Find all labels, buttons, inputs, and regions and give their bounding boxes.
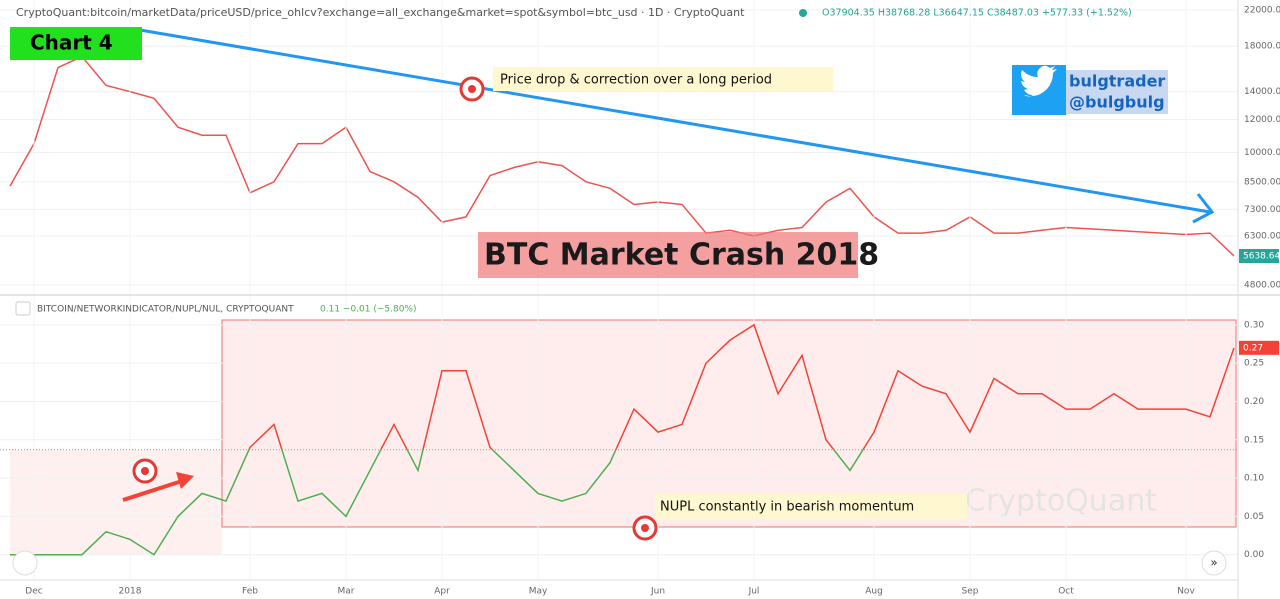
y-tick-label: 7300.00 [1244,205,1280,215]
nupl-line [10,449,864,556]
chart-label-box [10,27,142,60]
note-box [655,494,967,520]
x-tick-label: May [529,587,548,597]
status-dot [799,9,807,17]
last-value-tag [1239,340,1279,355]
twitter-box [1066,70,1168,114]
y-tick-label: 0.30 [1244,320,1264,330]
y-tick-label: 0.20 [1244,397,1264,407]
y-tick-label: 14000.00 [1244,87,1280,97]
target-dot [641,524,649,532]
last-value-label: 5638.64 [1243,251,1280,261]
price-line [9,55,1235,257]
x-tick-label: Aug [865,587,883,597]
y-tick-label: 0.10 [1244,474,1264,484]
logo-button[interactable] [12,550,38,576]
x-tick-label: Mar [338,587,355,597]
scroll-icon: » [1210,556,1217,570]
twitter-name: bulgtrader [1069,72,1165,91]
watermark: CryptoQuant [965,484,1157,519]
x-tick-label: Jul [748,587,760,597]
last-value-label: 0.27 [1243,343,1263,353]
y-tick-label: 0.15 [1244,435,1264,445]
y-tick-label: 0.25 [1244,359,1264,369]
x-tick-label: Apr [434,587,450,597]
target-dot [141,467,149,475]
last-value-tag [1239,248,1279,263]
y-tick-label: 8500.00 [1244,177,1280,187]
twitter-handle: @bulgbulg [1069,93,1165,112]
bearish-zone [221,319,1237,528]
ohlc: O37904.35 H38768.28 L36647.15 C38487.03 … [822,8,1132,19]
scroll-button[interactable] [1201,550,1227,576]
target-dot [468,85,476,93]
y-tick-label: 0.00 [1244,550,1264,560]
x-tick-label: Jun [650,587,665,597]
indicator-title: BITCOIN/NETWORKINDICATOR/NUPL/NUL, CRYPT… [37,305,294,315]
x-tick-label: Sep [962,587,979,597]
note-box [493,67,833,91]
y-tick-label: 4800.00 [1244,281,1280,291]
x-tick-label: Feb [242,587,258,597]
nupl-line [248,323,1235,450]
symbol-title: CryptoQuant:bitcoin/marketData/priceUSD/… [16,6,745,19]
y-tick-label: 12000.00 [1244,115,1280,125]
bearish-zone-left [10,450,222,555]
y-tick-label: 18000.00 [1244,42,1280,52]
x-tick-label: Dec [25,587,42,597]
y-tick-label: 0.05 [1244,512,1264,522]
nupl-note: NUPL constantly in bearish momentum [660,500,914,515]
twitter-bird [1021,65,1057,97]
trend-arrowhead [1192,193,1215,224]
x-tick-label: Nov [1177,587,1195,597]
price-note: Price drop & correction over a long peri… [500,73,772,88]
x-tick-label: 2018 [119,587,142,597]
trend-line [139,28,1211,214]
y-tick-label: 10000.00 [1244,148,1280,158]
x-tick-label: Oct [1058,587,1074,597]
y-tick-label: 6300.00 [1244,231,1280,241]
y-tick-label: 22000.00 [1244,5,1280,15]
red-arrowhead [176,472,194,489]
red-arrow [122,479,183,502]
crash-box [478,232,858,278]
chart-label: Chart 4 [30,31,113,55]
collapse-button[interactable] [15,301,31,316]
crash-title: BTC Market Crash 2018 [484,238,879,273]
indicator-value: 0.11 −0.01 (−5.80%) [320,305,417,315]
